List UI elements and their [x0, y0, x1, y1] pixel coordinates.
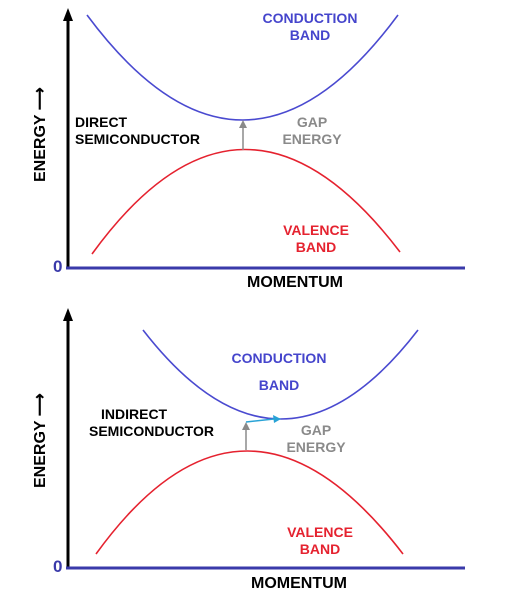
direct-diagram-svg [63, 8, 465, 270]
gap-energy-label: GAP ENERGY [282, 114, 342, 147]
origin-label: 0 [53, 557, 63, 576]
conduction-band-curve [86, 14, 399, 121]
momentum-shift-arrowhead [273, 415, 281, 423]
semiconductor-type-label: INDIRECT SEMICONDUCTOR [89, 406, 214, 439]
energy-axis-label: ENERGY ⟶ [32, 87, 49, 182]
gap-energy-arrowhead [242, 422, 250, 430]
conduction-band-label: CONDUCTION BAND [262, 10, 358, 43]
momentum-axis-label: MOMENTUM [251, 575, 347, 592]
valence-band-curve [95, 450, 404, 555]
origin-label: 0 [53, 257, 63, 276]
indirect-semiconductor-diagram: CONDUCTION BAND INDIRECT SEMICONDUCTOR G… [0, 302, 512, 604]
momentum-axis-label: MOMENTUM [247, 274, 343, 291]
indirect-diagram-svg [63, 308, 465, 570]
valence-band-label: VALENCE BAND [287, 524, 353, 557]
conduction-band-label: CONDUCTION BAND [231, 350, 327, 393]
energy-axis-arrowhead [63, 308, 73, 321]
valence-band-curve [91, 148, 401, 255]
energy-axis-label: ENERGY ⟶ [32, 393, 49, 488]
momentum-shift-arrow [245, 418, 275, 423]
gap-energy-arrowhead [239, 120, 247, 128]
valence-band-label: VALENCE BAND [283, 222, 349, 255]
direct-semiconductor-diagram: CONDUCTION BAND DIRECT SEMICONDUCTOR GAP… [0, 0, 512, 300]
semiconductor-type-label: DIRECT SEMICONDUCTOR [75, 114, 200, 147]
gap-energy-label: GAP ENERGY [286, 422, 346, 455]
energy-axis-arrowhead [63, 8, 73, 21]
